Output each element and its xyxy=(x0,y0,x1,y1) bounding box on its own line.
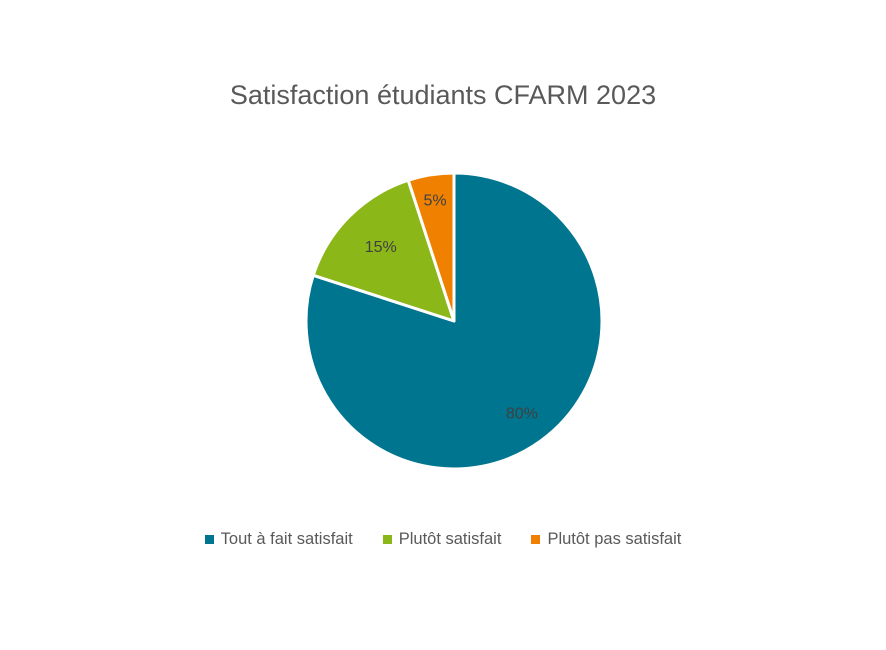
legend-label: Plutôt satisfait xyxy=(398,530,502,548)
data-label-2: 15% xyxy=(365,239,397,256)
chart-title: Satisfaction étudiants CFARM 2023 xyxy=(229,80,657,110)
legend-label: Plutôt pas satisfait xyxy=(547,530,682,548)
legend: Tout à fait satisfait Plutôt satisfait P… xyxy=(0,530,886,549)
legend-item-tout-a-fait-satisfait: Tout à fait satisfait xyxy=(204,530,353,549)
data-label-3: 5% xyxy=(423,192,446,209)
legend-label: Tout à fait satisfait xyxy=(220,530,353,548)
legend-swatch xyxy=(382,535,392,544)
legend-swatch xyxy=(531,535,541,544)
data-label-1: 80% xyxy=(506,406,538,423)
legend-item-plutot-pas-satisfait: Plutôt pas satisfait xyxy=(531,530,681,549)
legend-item-plutot-satisfait: Plutôt satisfait xyxy=(382,530,502,549)
pie-slice-3 xyxy=(406,171,456,323)
legend-swatch xyxy=(204,535,214,544)
